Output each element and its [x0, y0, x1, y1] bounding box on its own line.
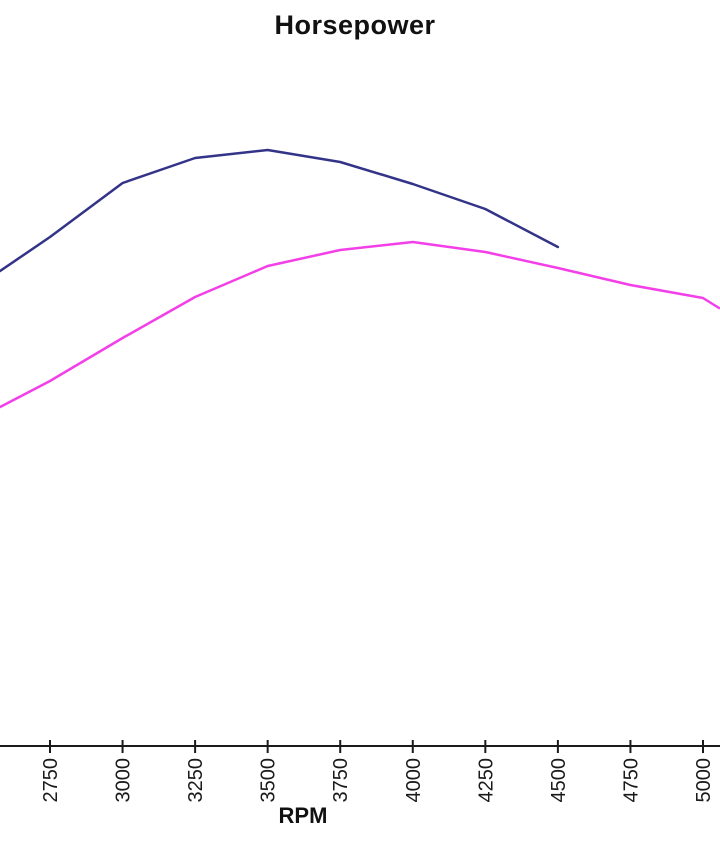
x-tick-label-4250: 4250: [475, 758, 497, 803]
x-tick-label-4750: 4750: [620, 758, 642, 803]
x-tick-label-3000: 3000: [113, 758, 135, 803]
magenta-series-line: [0, 240, 720, 409]
chart-title: Horsepower: [274, 10, 436, 40]
x-tick-label-2750: 2750: [40, 758, 62, 803]
x-tick-label-3500: 3500: [258, 758, 280, 803]
x-tick-label-4000: 4000: [403, 758, 425, 803]
x-tick-label-5000: 5000: [693, 758, 715, 803]
x-axis-label: RPM: [278, 803, 328, 828]
x-tick-label-4500: 4500: [548, 758, 570, 803]
x-tick-label-3750: 3750: [330, 758, 352, 803]
x-tick-label-3250: 3250: [185, 758, 207, 803]
navy-series-line: [0, 148, 560, 273]
